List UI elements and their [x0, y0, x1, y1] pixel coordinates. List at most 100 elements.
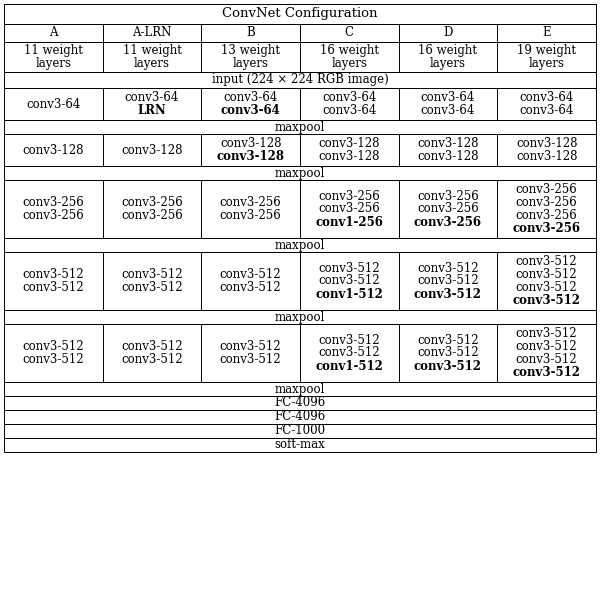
Text: conv3-64: conv3-64 — [322, 104, 377, 117]
Text: input (224 × 224 RGB image): input (224 × 224 RGB image) — [212, 73, 388, 87]
Text: conv3-512: conv3-512 — [417, 333, 479, 347]
Text: 16 weight: 16 weight — [419, 44, 478, 57]
Bar — [4, 310, 596, 324]
Text: conv3-256: conv3-256 — [121, 209, 183, 222]
Text: conv3-512: conv3-512 — [414, 288, 482, 300]
Text: conv3-512: conv3-512 — [414, 359, 482, 373]
Bar — [4, 438, 596, 452]
Text: conv3-512: conv3-512 — [23, 281, 84, 294]
Text: conv1-512: conv1-512 — [316, 288, 383, 300]
Text: conv3-64: conv3-64 — [520, 104, 574, 117]
Text: conv3-256: conv3-256 — [22, 196, 84, 209]
Text: E: E — [542, 27, 551, 39]
Text: layers: layers — [233, 57, 269, 70]
Text: maxpool: maxpool — [275, 166, 325, 180]
Text: conv3-512: conv3-512 — [23, 340, 84, 353]
Text: conv3-512: conv3-512 — [220, 340, 281, 353]
Text: conv3-512: conv3-512 — [516, 268, 577, 281]
Text: 11 weight: 11 weight — [122, 44, 181, 57]
Text: conv3-64: conv3-64 — [520, 91, 574, 104]
Text: conv3-512: conv3-512 — [121, 268, 183, 281]
Text: layers: layers — [35, 57, 71, 70]
Text: conv3-512: conv3-512 — [319, 274, 380, 288]
Text: conv3-256: conv3-256 — [417, 203, 479, 215]
Text: conv3-64: conv3-64 — [421, 91, 475, 104]
Text: conv3-64: conv3-64 — [26, 98, 80, 110]
Text: conv3-512: conv3-512 — [220, 268, 281, 281]
Bar — [4, 324, 596, 382]
Text: conv3-512: conv3-512 — [121, 340, 183, 353]
Bar — [4, 252, 596, 310]
Text: maxpool: maxpool — [275, 239, 325, 251]
Text: 11 weight: 11 weight — [24, 44, 83, 57]
Text: conv3-256: conv3-256 — [220, 209, 281, 222]
Text: conv3-512: conv3-512 — [319, 262, 380, 274]
Text: conv3-256: conv3-256 — [512, 222, 581, 235]
Text: conv3-512: conv3-512 — [516, 340, 577, 353]
Text: FC-4096: FC-4096 — [274, 410, 326, 424]
Text: conv3-256: conv3-256 — [22, 209, 84, 222]
Text: conv3-128: conv3-128 — [417, 150, 479, 163]
Text: A-LRN: A-LRN — [133, 27, 172, 39]
Text: layers: layers — [529, 57, 565, 70]
Text: conv3-512: conv3-512 — [417, 262, 479, 274]
Bar — [4, 424, 596, 438]
Text: conv3-64: conv3-64 — [223, 91, 278, 104]
Text: C: C — [345, 27, 354, 39]
Bar — [4, 166, 596, 180]
Text: conv3-512: conv3-512 — [121, 281, 183, 294]
Text: ConvNet Configuration: ConvNet Configuration — [222, 7, 378, 21]
Bar — [4, 238, 596, 252]
Text: conv3-128: conv3-128 — [220, 137, 281, 150]
Text: conv3-128: conv3-128 — [319, 137, 380, 150]
Bar — [4, 410, 596, 424]
Text: conv3-512: conv3-512 — [417, 274, 479, 288]
Text: conv3-64: conv3-64 — [322, 91, 377, 104]
Text: conv3-128: conv3-128 — [319, 150, 380, 163]
Text: conv3-128: conv3-128 — [23, 143, 84, 157]
Text: conv1-512: conv1-512 — [316, 359, 383, 373]
Bar — [4, 382, 596, 396]
Text: conv3-64: conv3-64 — [221, 104, 281, 117]
Text: conv3-512: conv3-512 — [220, 281, 281, 294]
Text: conv3-256: conv3-256 — [516, 209, 578, 222]
Text: conv3-256: conv3-256 — [516, 183, 578, 196]
Text: conv3-512: conv3-512 — [512, 366, 581, 379]
Text: layers: layers — [331, 57, 367, 70]
Text: conv3-512: conv3-512 — [516, 255, 577, 268]
Text: conv3-128: conv3-128 — [217, 150, 284, 163]
Text: 19 weight: 19 weight — [517, 44, 576, 57]
Text: conv3-128: conv3-128 — [516, 150, 577, 163]
Text: maxpool: maxpool — [275, 121, 325, 134]
Text: conv3-512: conv3-512 — [220, 353, 281, 366]
Text: conv3-256: conv3-256 — [121, 196, 183, 209]
Text: conv3-512: conv3-512 — [319, 347, 380, 359]
Bar — [4, 396, 596, 410]
Text: conv1-256: conv1-256 — [316, 215, 383, 228]
Text: conv3-512: conv3-512 — [516, 353, 577, 366]
Text: 16 weight: 16 weight — [320, 44, 379, 57]
Text: maxpool: maxpool — [275, 382, 325, 396]
Bar — [4, 42, 596, 72]
Text: D: D — [443, 27, 452, 39]
Text: 13 weight: 13 weight — [221, 44, 280, 57]
Text: conv3-256: conv3-256 — [220, 196, 281, 209]
Bar — [4, 134, 596, 166]
Text: conv3-512: conv3-512 — [319, 333, 380, 347]
Text: conv3-512: conv3-512 — [516, 327, 577, 340]
Text: conv3-512: conv3-512 — [417, 347, 479, 359]
Text: conv3-512: conv3-512 — [512, 294, 581, 307]
Bar — [4, 120, 596, 134]
Text: conv3-512: conv3-512 — [23, 268, 84, 281]
Text: conv3-128: conv3-128 — [516, 137, 577, 150]
Text: layers: layers — [430, 57, 466, 70]
Text: A: A — [49, 27, 58, 39]
Text: conv3-512: conv3-512 — [23, 353, 84, 366]
Text: conv3-64: conv3-64 — [421, 104, 475, 117]
Bar — [4, 88, 596, 120]
Text: conv3-128: conv3-128 — [417, 137, 479, 150]
Text: FC-4096: FC-4096 — [274, 396, 326, 410]
Text: conv3-512: conv3-512 — [121, 353, 183, 366]
Text: conv3-256: conv3-256 — [319, 189, 380, 203]
Text: FC-1000: FC-1000 — [274, 424, 326, 438]
